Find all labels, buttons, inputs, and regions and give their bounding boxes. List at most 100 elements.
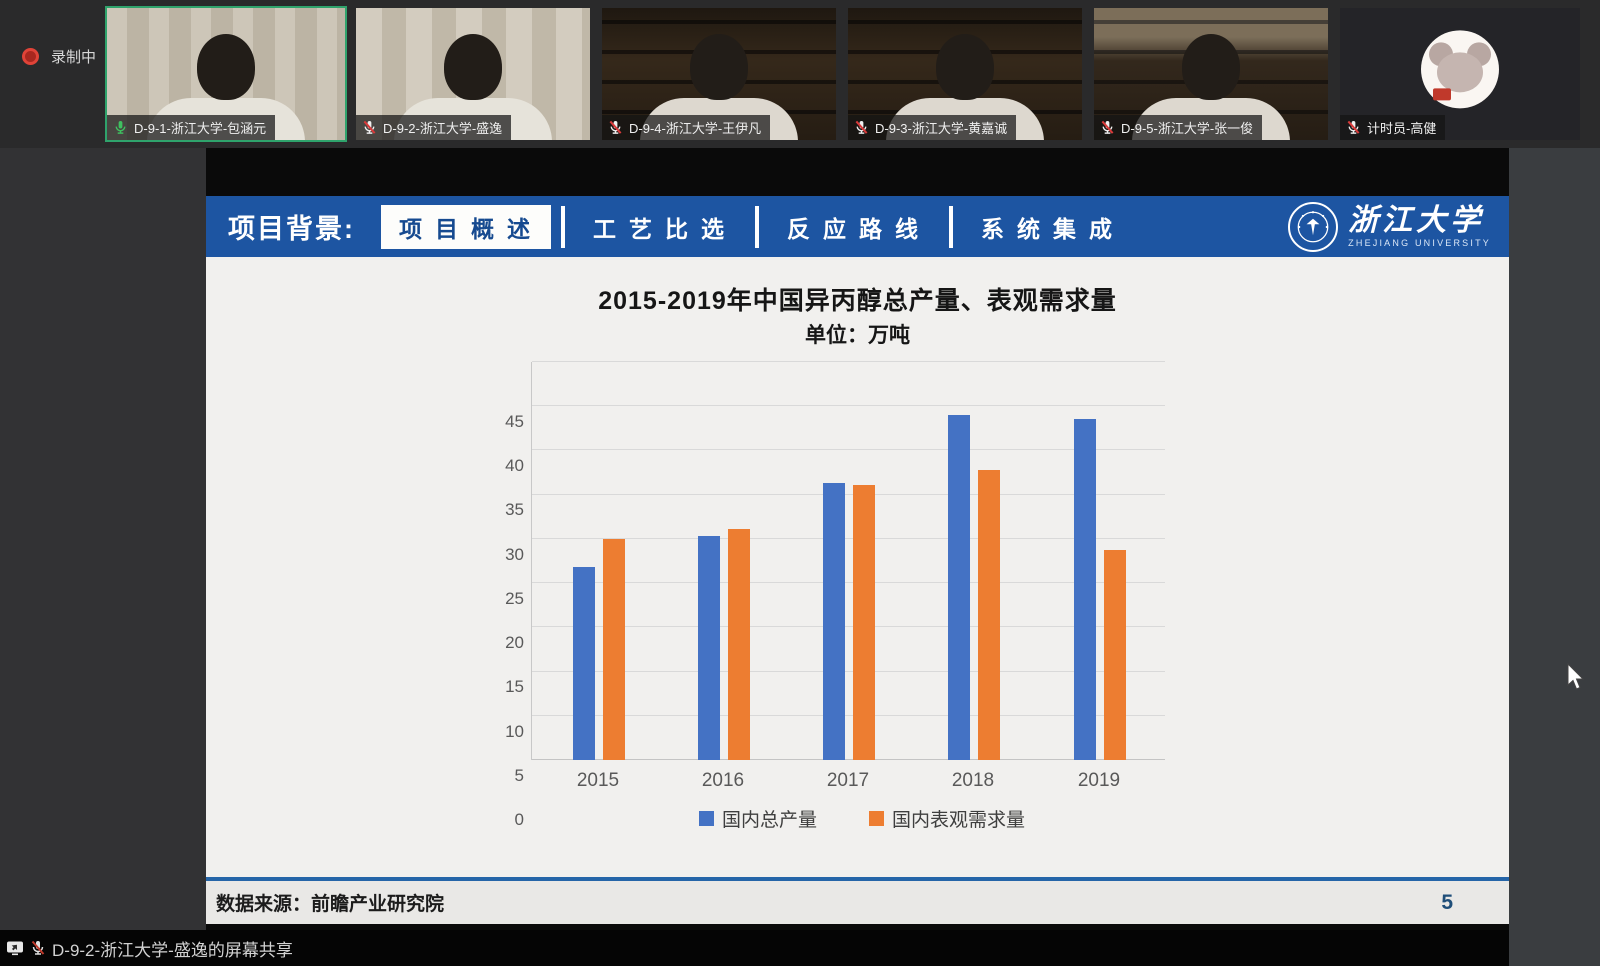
tab-2: 工艺比选: [593, 215, 737, 242]
presentation-slide: 项目背景: 项目概述 工艺比选 反应路线 系统集成 浙江大学: [206, 196, 1509, 924]
university-seal-icon: [1288, 201, 1339, 252]
person-head-silhouette: [444, 34, 502, 100]
share-status-bar: D-9-2-浙江大学-盛逸的屏幕共享: [0, 930, 1509, 966]
gridline: [532, 759, 1165, 760]
participant-name-tag: D-9-2-浙江大学-盛逸: [356, 115, 512, 140]
muted-mic-icon: [1346, 120, 1361, 135]
gridline: [532, 670, 1165, 672]
right-margin: [1509, 148, 1600, 966]
bar-国内总产量-2016: [698, 536, 720, 760]
participant-name-tag: D-9-1-浙江大学-包涵元: [107, 115, 276, 140]
person-head-silhouette: [1182, 34, 1240, 100]
person-head-silhouette: [936, 34, 994, 100]
gridline: [532, 626, 1165, 628]
y-tick-label: 25: [505, 588, 524, 608]
y-tick-label: 15: [505, 677, 524, 697]
y-tick-label: 30: [505, 544, 524, 564]
y-tick-label: 45: [505, 412, 524, 431]
y-tick-label: 10: [505, 721, 524, 741]
gridline: [532, 537, 1165, 539]
participant-name: D-9-4-浙江大学-王伊凡: [629, 121, 762, 136]
gridline: [532, 405, 1165, 407]
participant-name-tag: D-9-3-浙江大学-黄嘉诚: [848, 115, 1017, 140]
chart-subtitle: 单位：万吨: [805, 324, 910, 347]
bar-chart-plot-area: [531, 361, 1165, 760]
video-tile[interactable]: 计时员-高健: [1340, 8, 1580, 140]
bar-国内表观需求量-2018: [978, 469, 1000, 760]
slide-body: 2015-2019年中国异丙醇总产量、表观需求量 单位：万吨 0 5 10 15 20 2…: [206, 257, 1509, 924]
tab-4: 系统集成: [981, 215, 1125, 242]
bar-国内表观需求量-2015: [603, 538, 625, 760]
participant-name: 计时员-高健: [1367, 121, 1437, 136]
muted-mic-icon: [854, 120, 869, 135]
screen-share-icon: [6, 939, 24, 957]
left-margin: [0, 148, 206, 930]
bar-国内总产量-2015: [573, 567, 595, 760]
university-name: 浙江大学: [1348, 203, 1485, 237]
y-tick-label: 5: [514, 765, 524, 785]
chart-title: 2015-2019年中国异丙醇总产量、表观需求量: [598, 287, 1117, 315]
person-head-silhouette: [690, 34, 748, 100]
tab-separator-icon: [949, 205, 953, 248]
bar-国内表观需求量-2017: [853, 484, 875, 760]
x-tick-label: 2016: [701, 770, 745, 791]
data-source: 数据来源：前瞻产业研究院: [216, 894, 445, 915]
y-tick-label: 0: [514, 810, 524, 829]
page-number: 5: [1441, 890, 1453, 914]
gridline: [532, 714, 1165, 716]
tab-separator-icon: [755, 205, 759, 248]
y-tick-label: 35: [505, 500, 524, 520]
slide-header: 项目背景: 项目概述 工艺比选 反应路线 系统集成 浙江大学: [206, 196, 1509, 257]
bar-国内总产量-2018: [948, 415, 970, 760]
legend-swatch-icon: [869, 811, 884, 826]
tab-1: 项目概述: [381, 204, 551, 249]
video-tile[interactable]: D-9-1-浙江大学-包涵元: [105, 6, 347, 142]
bar-国内总产量-2017: [823, 483, 845, 760]
bar-国内总产量-2019: [1074, 418, 1096, 760]
avatar-face: [1437, 52, 1483, 93]
legend-label: 国内表观需求量: [892, 810, 1026, 831]
participant-name: D-9-2-浙江大学-盛逸: [383, 121, 503, 136]
university-brand: 浙江大学 ZHEJIANG UNIVERSITY: [1288, 201, 1491, 252]
y-tick-label: 20: [505, 633, 524, 653]
slide-nav-tabs: 项目概述 工艺比选 反应路线 系统集成: [381, 204, 1133, 249]
recording-dot-icon: [22, 48, 39, 65]
participant-name-tag: D-9-4-浙江大学-王伊凡: [602, 115, 771, 140]
person-head-silhouette: [197, 34, 255, 100]
legend-swatch-icon: [698, 811, 714, 826]
x-tick-label: 2018: [951, 770, 995, 791]
participant-name-tag: 计时员-高健: [1340, 115, 1446, 140]
legend-item: 国内总产量: [698, 805, 817, 832]
video-tile[interactable]: D-9-2-浙江大学-盛逸: [356, 8, 590, 140]
active-mic-icon: [113, 120, 128, 135]
legend-label: 国内总产量: [721, 810, 817, 831]
section-title: 项目背景:: [228, 214, 355, 244]
gridline: [532, 493, 1165, 495]
muted-mic-icon: [30, 940, 46, 956]
avatar: [1421, 30, 1499, 109]
x-tick-label: 2017: [826, 770, 870, 791]
participant-name: D-9-5-浙江大学-张一俊: [1121, 121, 1254, 136]
muted-mic-icon: [1100, 120, 1115, 135]
video-tile[interactable]: D-9-4-浙江大学-王伊凡: [602, 8, 836, 140]
mouse-cursor: [1566, 662, 1588, 698]
gridline: [532, 582, 1165, 584]
x-tick-label: 2019: [1077, 770, 1121, 791]
participant-name: D-9-1-浙江大学-包涵元: [134, 121, 267, 136]
video-tile[interactable]: D-9-5-浙江大学-张一俊: [1094, 8, 1328, 140]
video-tile[interactable]: D-9-3-浙江大学-黄嘉诚: [848, 8, 1082, 140]
avatar-badge: [1433, 88, 1451, 101]
gridline: [532, 449, 1165, 451]
bar-国内表观需求量-2019: [1104, 550, 1126, 760]
gridline: [532, 361, 1165, 362]
chart-legend: 国内总产量 国内表观需求量: [545, 805, 1179, 832]
bar-国内表观需求量-2016: [728, 529, 750, 760]
source-strip: 数据来源：前瞻产业研究院 5: [206, 877, 1509, 924]
university-name-en: ZHEJIANG UNIVERSITY: [1348, 237, 1491, 248]
muted-mic-icon: [608, 120, 623, 135]
recording-label: 录制中: [51, 49, 97, 66]
y-tick-label: 40: [505, 456, 524, 476]
participant-name: D-9-3-浙江大学-黄嘉诚: [875, 121, 1008, 136]
tab-3: 反应路线: [787, 215, 931, 242]
